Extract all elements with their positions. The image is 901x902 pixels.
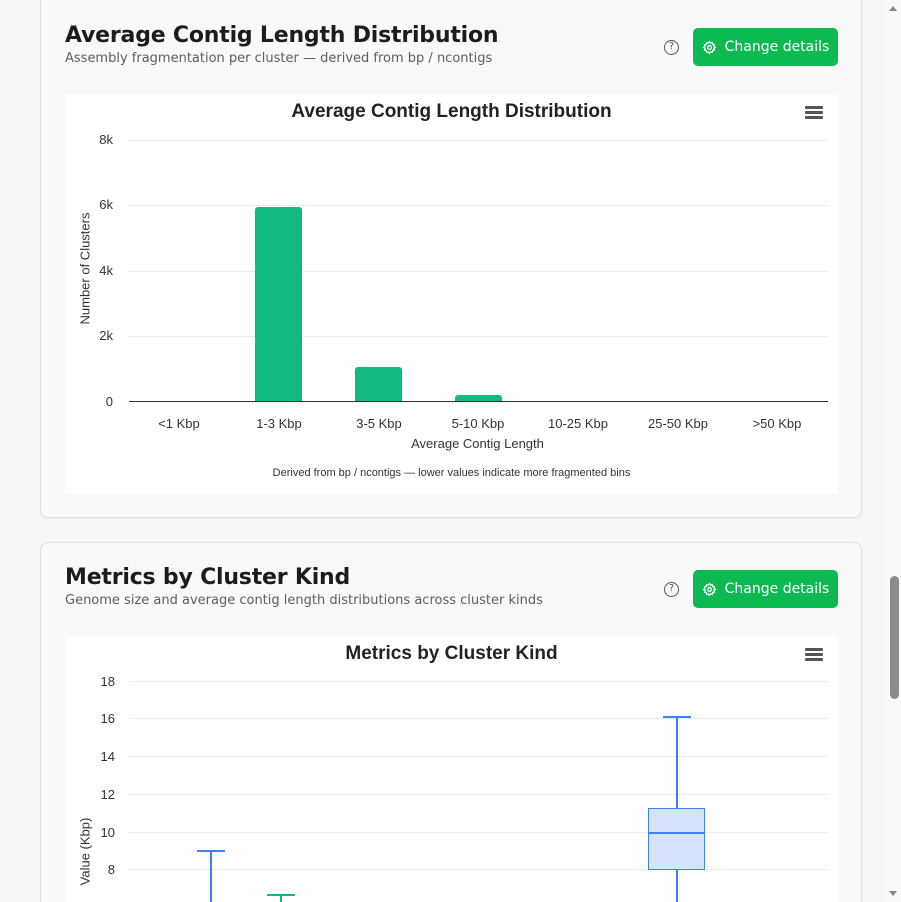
y-tick: 8k <box>99 132 113 147</box>
box-3-median-line[interactable] <box>648 832 705 834</box>
chart-title: Metrics by Cluster Kind <box>345 643 558 664</box>
y-tick: 6k <box>99 197 113 212</box>
section-title: Metrics by Cluster Kind <box>65 565 351 590</box>
section-subtitle: Assembly fragmentation per cluster — der… <box>65 51 493 66</box>
chart-footnote: Derived from bp / ncontigs — lower value… <box>272 467 631 479</box>
y-tick: 0 <box>105 394 113 409</box>
change-details-button[interactable]: Change details <box>693 28 838 66</box>
bar-chart: Average Contig Length Distribution 8k 6k… <box>65 94 838 494</box>
gridline <box>129 205 828 206</box>
bar-1-3-kbp[interactable] <box>255 207 302 401</box>
y-axis-title: Number of Clusters <box>77 212 93 325</box>
x-tick: >50 Kbp <box>752 416 802 431</box>
metrics-by-cluster-kind-card: Metrics by Cluster Kind Genome size and … <box>40 542 862 902</box>
x-axis-line <box>129 401 828 402</box>
x-tick: 25-50 Kbp <box>648 416 708 431</box>
gridline <box>129 681 828 682</box>
gear-icon <box>702 581 717 597</box>
y-tick: 10 <box>100 825 115 840</box>
box-2-whisker[interactable] <box>280 895 282 902</box>
y-tick: 16 <box>100 711 115 726</box>
gridline <box>129 140 828 141</box>
scroll-up-arrow-icon[interactable] <box>889 6 897 11</box>
x-tick: <1 Kbp <box>158 416 200 431</box>
bar-3-5-kbp[interactable] <box>355 367 402 401</box>
gridline <box>129 794 828 795</box>
change-details-label: Change details <box>724 39 830 55</box>
x-axis-title: Average Contig Length <box>411 436 544 451</box>
avg-contig-length-card: Average Contig Length Distribution Assem… <box>40 0 862 518</box>
gridline <box>129 271 828 272</box>
hamburger-menu-icon[interactable] <box>805 106 823 120</box>
box-plot-chart: Metrics by Cluster Kind 18 16 14 12 10 8… <box>65 636 838 902</box>
y-tick: 14 <box>100 749 115 764</box>
chart-title: Average Contig Length Distribution <box>291 101 612 122</box>
x-tick: 5-10 Kbp <box>451 416 505 431</box>
y-tick: 8 <box>107 862 115 877</box>
box-1-whisker[interactable] <box>210 851 212 902</box>
question-circle-icon[interactable]: ? <box>664 582 679 597</box>
gridline <box>129 756 828 757</box>
bar-5-10-kbp[interactable] <box>455 395 502 401</box>
y-tick: 18 <box>100 674 115 689</box>
y-tick: 4k <box>99 263 113 278</box>
scroll-thumb[interactable] <box>890 576 899 699</box>
gridline <box>129 869 828 870</box>
box-3-lower-whisker[interactable] <box>676 870 678 902</box>
scroll-down-arrow-icon[interactable] <box>889 891 897 896</box>
question-circle-icon[interactable]: ? <box>664 40 679 55</box>
gridline <box>129 718 828 719</box>
change-details-label: Change details <box>724 581 830 597</box>
y-tick: 12 <box>100 787 115 802</box>
gridline <box>129 336 828 337</box>
x-tick: 1-3 Kbp <box>256 416 302 431</box>
x-tick: 10-25 Kbp <box>548 416 608 431</box>
section-subtitle: Genome size and average contig length di… <box>65 593 543 608</box>
change-details-button[interactable]: Change details <box>693 570 838 608</box>
x-tick: 3-5 Kbp <box>356 416 402 431</box>
box-3-iqr-box[interactable] <box>648 808 705 870</box>
y-axis-title: Value (Kbp) <box>77 817 93 886</box>
gear-icon <box>702 39 717 55</box>
y-tick: 2k <box>99 328 113 343</box>
page-scrollbar[interactable] <box>886 0 901 902</box>
box-3-upper-whisker[interactable] <box>676 717 678 808</box>
hamburger-menu-icon[interactable] <box>805 648 823 662</box>
section-title: Average Contig Length Distribution <box>65 23 499 48</box>
gridline <box>129 832 828 833</box>
